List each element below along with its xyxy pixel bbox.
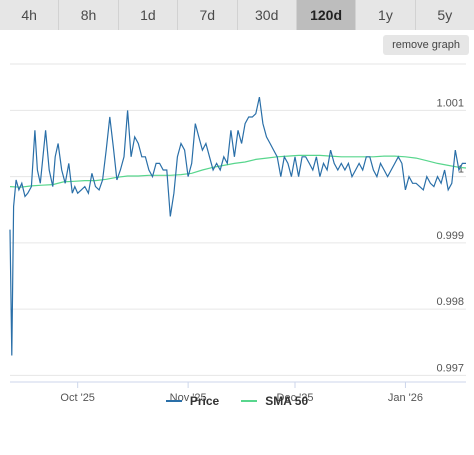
range-tab-30d[interactable]: 30d: [237, 0, 297, 30]
x-tick-label: Dec '25: [277, 392, 314, 404]
x-tick-label: Oct '25: [60, 392, 95, 404]
series-line-sma50: [9, 154, 467, 188]
remove-graph-button[interactable]: remove graph: [383, 35, 469, 55]
range-tab-8h[interactable]: 8h: [59, 0, 119, 30]
range-tab-5y[interactable]: 5y: [415, 0, 474, 30]
x-axis-ticks: Oct '25 Nov '25 Dec '25 Jan '26: [60, 382, 423, 404]
y-tick-label: 0.998: [436, 296, 464, 308]
x-tick-label: Jan '26: [388, 392, 423, 404]
y-axis-ticks: 0.997 0.998 0.999 1 1.001: [436, 97, 464, 374]
legend-swatch-sma: [241, 400, 258, 402]
y-tick-label: 0.997: [436, 362, 464, 374]
range-tab-1y[interactable]: 1y: [356, 0, 416, 30]
series-lines: [9, 96, 467, 356]
legend-item-sma[interactable]: SMA 50: [241, 394, 308, 408]
grid-lines: [10, 63, 466, 376]
legend-swatch-price: [165, 400, 182, 402]
y-tick-label: 1.001: [436, 97, 464, 109]
time-range-selector: 4h 8h 1d 7d 30d 120d 1y 5y: [0, 0, 474, 30]
chart-legend: Price SMA 50: [0, 391, 474, 411]
legend-label-sma: SMA 50: [265, 394, 309, 408]
legend-item-price[interactable]: Price: [165, 394, 220, 408]
range-tab-7d[interactable]: 7d: [178, 0, 238, 30]
series-line-price: [9, 96, 466, 356]
range-tab-1d[interactable]: 1d: [118, 0, 179, 30]
y-tick-label: 1: [458, 164, 464, 176]
legend-label-price: Price: [189, 394, 220, 408]
range-tab-4h[interactable]: 4h: [0, 0, 60, 30]
range-tab-120d[interactable]: 120d: [296, 0, 357, 30]
y-tick-label: 0.999: [436, 230, 464, 242]
